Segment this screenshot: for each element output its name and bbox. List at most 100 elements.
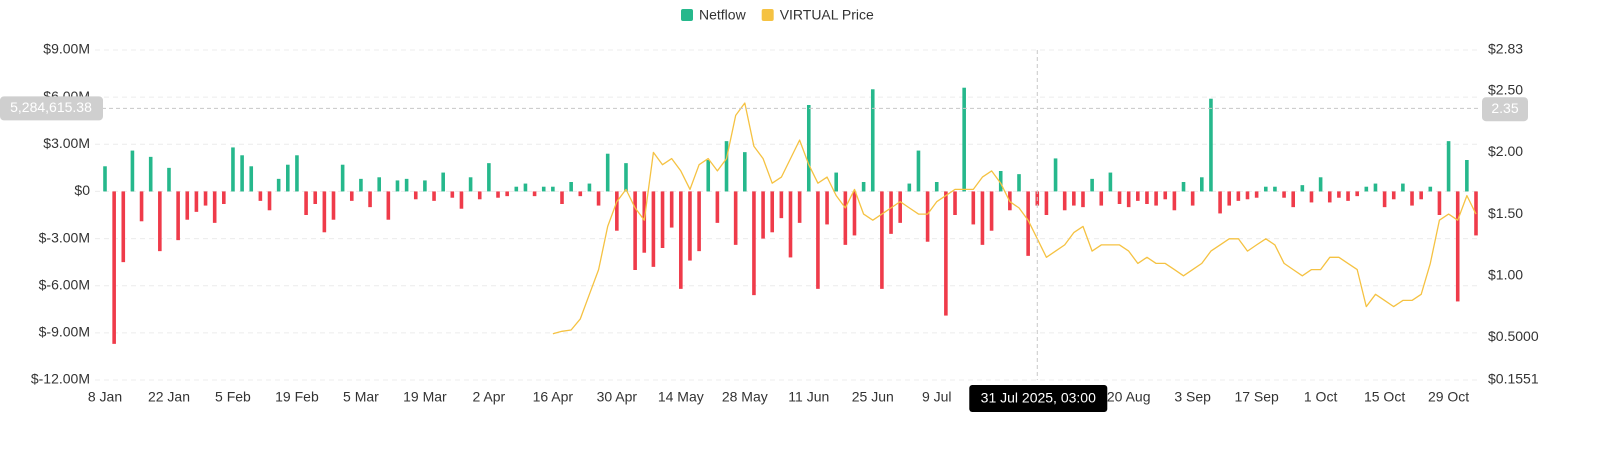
bar — [1455, 191, 1460, 302]
bar — [523, 183, 528, 192]
bar — [998, 171, 1003, 192]
bar — [514, 186, 519, 192]
bar — [788, 191, 793, 258]
bar — [560, 191, 564, 204]
bar — [1190, 191, 1195, 206]
x-tick-label: 17 Sep — [1234, 389, 1279, 405]
x-tick-label: 20 Aug — [1107, 389, 1151, 405]
x-tick-label: 8 Jan — [88, 389, 122, 405]
bar — [834, 172, 838, 192]
bar — [441, 172, 445, 192]
x-tick-label: 19 Feb — [275, 389, 319, 405]
bar — [898, 191, 902, 223]
bar — [267, 191, 272, 211]
bar — [1465, 160, 1469, 192]
bar — [413, 191, 418, 200]
x-tick-label: 28 May — [722, 389, 768, 405]
bar — [185, 191, 190, 220]
bar — [797, 191, 802, 223]
y2-tick-label: $1.50 — [1488, 205, 1523, 221]
bar — [1300, 185, 1305, 192]
bar — [377, 177, 381, 192]
bar — [404, 178, 409, 192]
bar — [1391, 191, 1396, 200]
bar — [212, 191, 217, 223]
bar — [1126, 191, 1131, 208]
bar — [880, 191, 884, 289]
bar — [130, 150, 135, 192]
y2-tick-label: $0.1551 — [1488, 371, 1539, 387]
bar — [1373, 183, 1378, 192]
bar — [386, 191, 391, 220]
legend-swatch — [681, 9, 693, 21]
bar — [286, 164, 290, 192]
bar — [1227, 191, 1232, 206]
y-tick-label: $9.00M — [43, 41, 90, 57]
bar — [1108, 172, 1113, 192]
bar — [1428, 186, 1433, 192]
legend-label: VIRTUAL Price — [780, 7, 874, 23]
bar — [934, 182, 939, 192]
bar — [496, 191, 500, 198]
bar — [989, 191, 994, 231]
bar — [971, 191, 976, 225]
bar — [642, 191, 647, 253]
x-tick-label: 3 Sep — [1174, 389, 1211, 405]
bar — [816, 191, 820, 289]
y-tick-label: $3.00M — [43, 135, 90, 151]
bar — [1090, 178, 1094, 192]
bar — [349, 191, 354, 201]
bar — [487, 163, 491, 192]
bar — [1382, 191, 1387, 208]
bar — [1062, 191, 1067, 211]
bar — [806, 105, 811, 192]
bar — [733, 191, 738, 245]
bar — [669, 191, 674, 228]
bar — [596, 191, 601, 206]
bar — [203, 191, 208, 206]
bar — [505, 191, 509, 197]
bar — [194, 191, 199, 212]
bar — [761, 191, 765, 239]
bar — [825, 191, 829, 225]
bar — [1291, 191, 1295, 208]
bar — [706, 160, 711, 192]
bar — [916, 150, 921, 192]
bar — [258, 191, 263, 201]
bar — [276, 178, 281, 192]
bar — [944, 191, 948, 316]
bar — [1117, 191, 1122, 204]
bar — [240, 155, 244, 192]
bar — [1346, 191, 1350, 201]
bar — [432, 191, 436, 201]
bar — [743, 152, 747, 192]
bar — [1282, 191, 1286, 198]
x-tick-label: 22 Jan — [148, 389, 190, 405]
bar — [1136, 191, 1140, 201]
bar — [1154, 191, 1158, 206]
bar — [1337, 191, 1341, 198]
bar — [139, 191, 144, 222]
y-tick-label: $-6.00M — [39, 276, 90, 292]
bar — [633, 191, 637, 270]
bar — [368, 191, 372, 208]
bar — [331, 191, 336, 220]
x-tick-label: 14 May — [658, 389, 704, 405]
bar — [605, 153, 610, 192]
bar — [1209, 98, 1213, 192]
bar — [715, 191, 720, 223]
x-tick-label: 5 Feb — [215, 389, 251, 405]
y2-tick-label: $2.50 — [1488, 81, 1523, 97]
bar — [423, 180, 427, 192]
bar — [1327, 191, 1332, 203]
bar — [468, 177, 473, 192]
y-tick-label: $-12.00M — [31, 371, 90, 387]
bar — [1017, 174, 1021, 192]
bar — [1273, 186, 1277, 192]
bar — [1410, 191, 1414, 206]
bar — [1419, 191, 1423, 200]
bar — [148, 156, 153, 192]
bar — [459, 191, 464, 209]
bar — [688, 191, 692, 261]
